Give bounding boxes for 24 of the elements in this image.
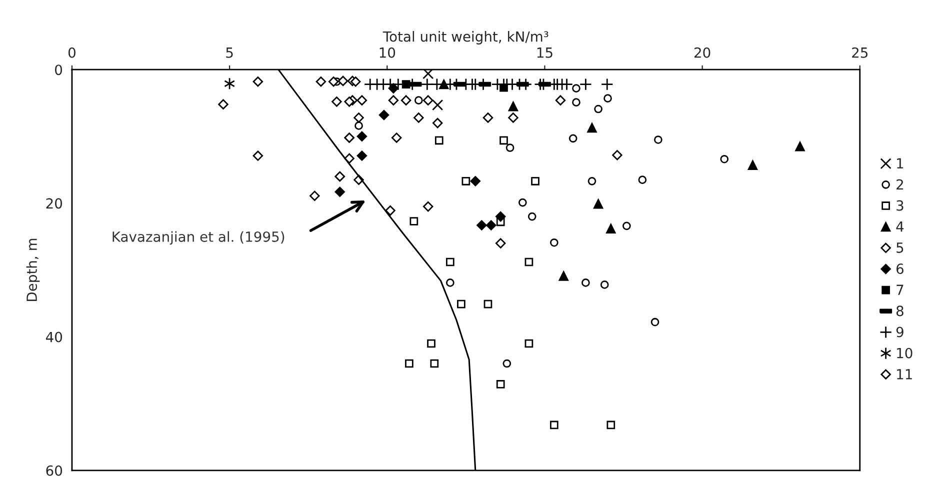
x-tick-label: 20 (694, 47, 710, 58)
y-tick-label: 20 (46, 198, 62, 209)
x-tick-label: 10 (380, 47, 396, 58)
y-tick-label: 60 (46, 465, 62, 476)
y-tick-label: 40 (46, 332, 62, 342)
legend-label: 6 (896, 264, 904, 274)
y-tick-label: 0 (55, 64, 62, 76)
legend-label: 10 (897, 348, 912, 358)
legend-label: 7 (896, 284, 904, 295)
legend-label: 3 (896, 200, 904, 211)
x-tick-label: 25 (852, 47, 868, 58)
x-tick-label: 0 (68, 47, 76, 58)
y-axis-title: Depth, m (26, 238, 40, 301)
legend-label: 9 (896, 326, 904, 338)
legend-label: 2 (896, 179, 903, 190)
legend-label: 5 (896, 242, 904, 253)
x-tick-label: 5 (226, 48, 233, 58)
legend-label: 4 (896, 222, 904, 232)
legend-label: 8 (896, 306, 904, 316)
legend-label: 11 (897, 369, 912, 380)
legend-label: 1 (897, 158, 904, 168)
annotation: Kavazanjian et al. (1995) (112, 231, 284, 245)
x-axis-title: Total unit weight, kN/m³ (382, 31, 548, 44)
x-tick-label: 15 (537, 48, 552, 58)
